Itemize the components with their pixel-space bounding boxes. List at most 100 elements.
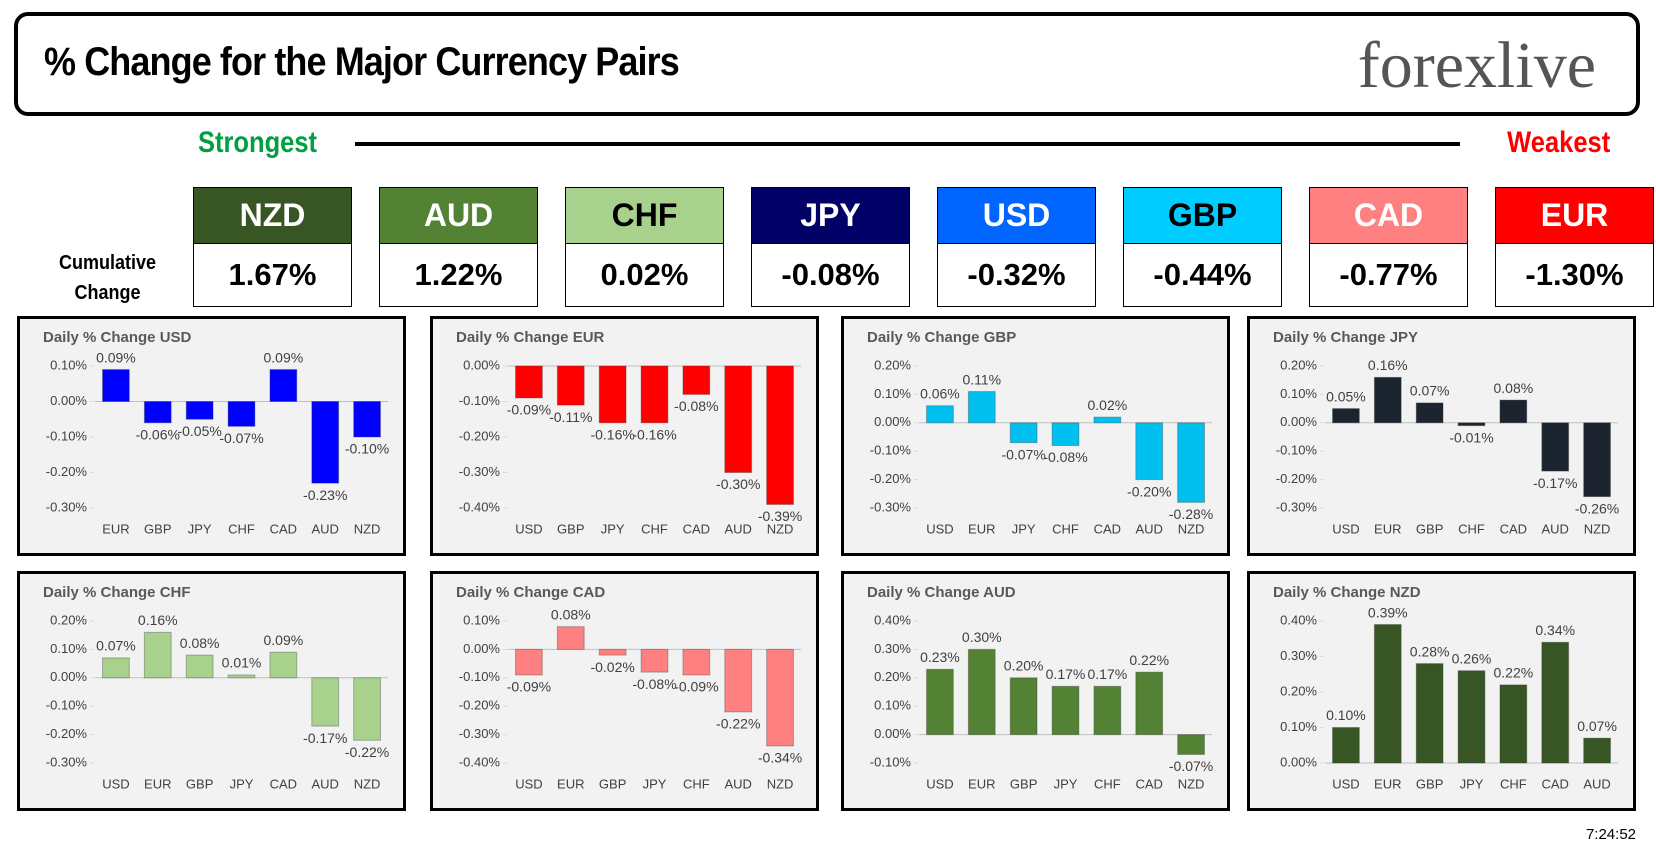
value-label: -0.22% [716,716,760,732]
x-tick-label: CHF [1052,521,1079,536]
bar [1415,402,1444,424]
chart-title: Daily % Change JPY [1273,329,1418,346]
charts: Daily % Change USD 0.10% 0.00% -0.10% -0.20%… [17,316,1636,811]
bar [143,631,172,679]
x-tick-label: GBP [557,521,584,536]
bar [515,648,543,676]
value-label: 0.22% [1494,665,1534,681]
currency-name: AUD [380,188,537,244]
value-label: 0.16% [138,612,178,628]
bar [598,365,627,424]
currency-box: CAD -0.77% [1309,187,1468,307]
y-tick-label: 0.10% [1280,719,1317,734]
x-tick-label: EUR [102,521,129,536]
value-label: 0.10% [1326,707,1366,723]
y-tick-label: -0.20% [46,464,88,479]
x-tick-label: NZD [767,521,794,536]
bar [1177,734,1205,755]
bar [1415,663,1444,764]
value-label: -0.07% [1169,758,1213,774]
currency-box: JPY -0.08% [751,187,910,307]
currency-change: -1.30% [1496,244,1653,306]
y-tick-label: -0.10% [459,669,501,684]
value-label: 0.17% [1088,666,1128,682]
currency-name: GBP [1124,188,1281,244]
y-tick-label: 0.20% [50,612,87,627]
bar [766,648,794,747]
x-tick-label: NZD [354,521,381,536]
y-tick-label: -0.40% [459,499,501,514]
y-tick-label: -0.30% [459,464,501,479]
x-tick-label: USD [926,776,953,791]
value-label: 0.08% [180,635,220,651]
x-tick-label: CAD [1500,521,1527,536]
x-tick-label: NZD [1178,776,1205,791]
y-tick-label: 0.00% [1280,414,1317,429]
bar [967,391,996,424]
bar [926,668,954,736]
bar [682,648,711,676]
value-label: -0.17% [303,730,347,746]
bar [1499,684,1528,764]
x-tick-label: USD [515,521,542,536]
y-tick-label: -0.10% [46,428,88,443]
bar [353,401,381,438]
currency-change: 1.67% [194,244,351,306]
x-tick-label: USD [515,776,542,791]
strength-line [355,142,1460,146]
x-tick-label: CHF [1458,521,1485,536]
bar [598,648,627,656]
x-tick-label: NZD [1584,521,1611,536]
x-tick-label: EUR [144,776,171,791]
bar [1332,727,1360,764]
x-tick-label: AUD [724,776,751,791]
y-tick-label: 0.40% [874,612,911,627]
x-tick-label: EUR [1374,521,1401,536]
value-label: 0.16% [1368,357,1408,373]
currency-change: 0.02% [566,244,723,306]
currency-change: -0.32% [938,244,1095,306]
x-tick-label: CAD [1135,776,1162,791]
value-label: -0.09% [674,679,718,695]
bar [1051,685,1080,736]
value-label: -0.08% [674,398,718,414]
value-label: -0.11% [549,409,592,425]
bar [1135,422,1164,481]
x-tick-label: CAD [270,776,297,791]
y-tick-label: -0.10% [1276,443,1318,458]
bar [185,654,214,679]
bar [1177,422,1205,503]
x-tick-label: GBP [1010,776,1037,791]
y-tick-label: -0.20% [870,471,912,486]
x-tick-label: AUD [1541,521,1568,536]
value-label: 0.08% [1494,380,1534,396]
value-label: 0.07% [1410,383,1450,399]
x-tick-label: JPY [1012,521,1036,536]
bar [1009,422,1038,444]
value-label: 0.23% [920,649,960,665]
value-label: 0.30% [962,629,1002,645]
panel-frame [17,571,406,811]
y-tick-label: -0.10% [870,443,912,458]
bar [143,401,172,424]
logo: forexlive [1357,29,1596,102]
y-tick-label: -0.20% [459,428,501,443]
y-tick-label: 0.10% [874,386,911,401]
bar [1373,376,1402,424]
panel-frame [1247,316,1636,556]
value-label: -0.16% [590,427,634,443]
chart-panel: Daily % Change USD 0.10% 0.00% -0.10% -0.20%… [17,316,406,556]
bar [515,365,543,399]
chart-title: Daily % Change GBP [867,329,1016,346]
value-label: 0.09% [264,632,304,648]
currency-box: AUD 1.22% [379,187,538,307]
value-label: 0.08% [551,606,591,622]
page-title: % Change for the Major Currency Pairs [44,40,680,84]
x-tick-label: USD [102,776,129,791]
value-label: 0.26% [1452,650,1492,666]
chart-panel: Daily % Change CHF 0.20% 0.10% 0.00% -0.10% -… [17,571,406,811]
y-tick-label: -0.10% [46,698,88,713]
x-tick-label: CAD [270,521,297,536]
y-tick-label: 0.30% [874,641,911,656]
